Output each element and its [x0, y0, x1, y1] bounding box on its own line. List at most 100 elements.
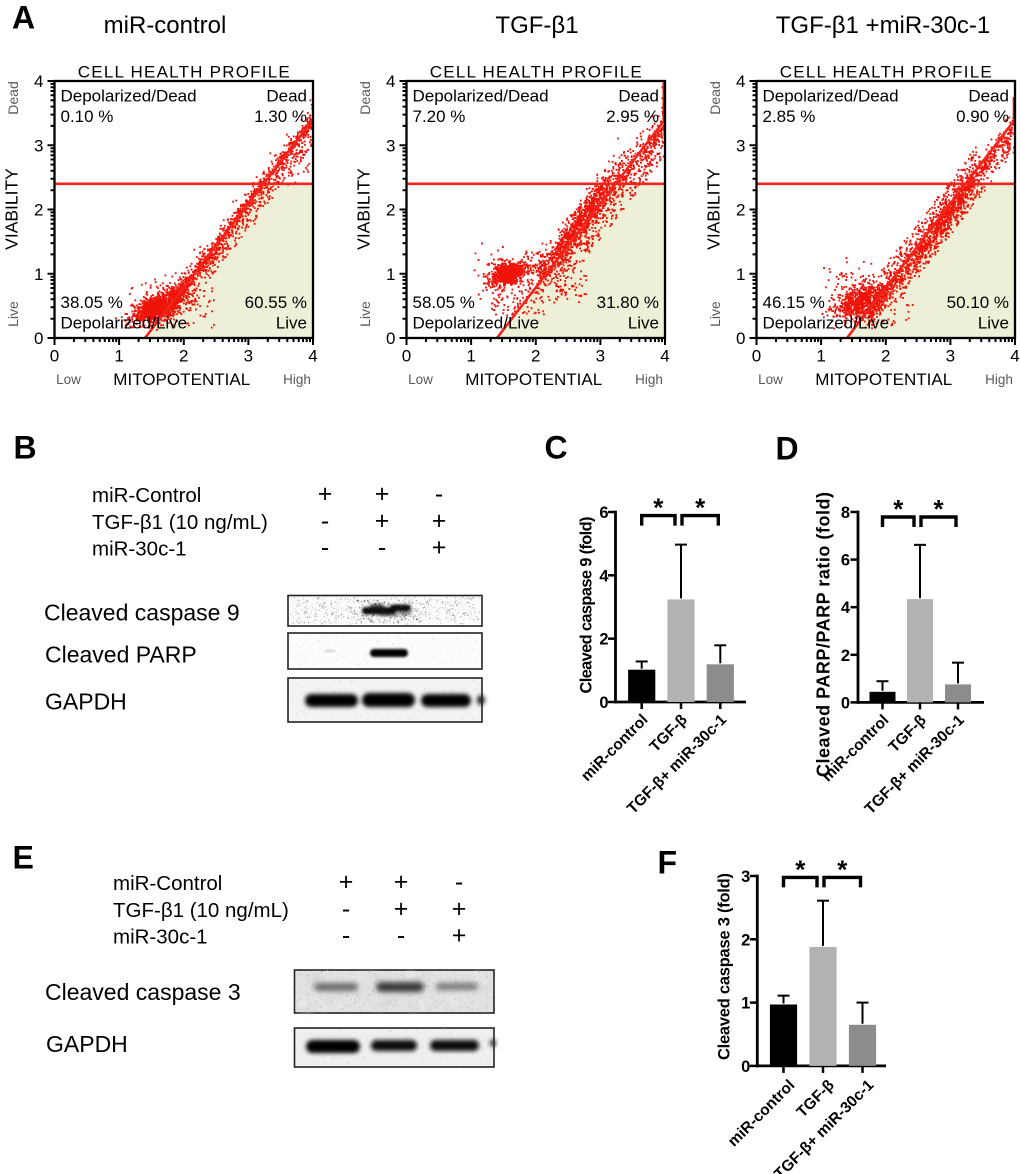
svg-text:A: A	[12, 0, 35, 35]
svg-text:7.20 %: 7.20 %	[413, 107, 466, 126]
svg-text:3: 3	[244, 347, 253, 366]
svg-text:+: +	[394, 868, 409, 896]
svg-text:1: 1	[114, 347, 123, 366]
svg-text:Low: Low	[758, 372, 783, 387]
svg-text:TGF-β1 +miR-30c-1: TGF-β1 +miR-30c-1	[776, 12, 991, 39]
svg-text:GAPDH: GAPDH	[45, 689, 127, 715]
svg-text:Depolarized/Dead: Depolarized/Dead	[763, 87, 899, 106]
svg-text:TGF-β1 (10 ng/mL): TGF-β1 (10 ng/mL)	[92, 511, 268, 534]
svg-text:38.05 %: 38.05 %	[61, 293, 123, 312]
svg-text:+: +	[432, 507, 447, 535]
svg-text:-: -	[397, 922, 405, 950]
svg-text:31.80 %: 31.80 %	[597, 293, 659, 312]
svg-text:0.90 %: 0.90 %	[956, 107, 1009, 126]
svg-text:0: 0	[386, 329, 395, 348]
svg-text:Live: Live	[707, 301, 723, 327]
svg-text:Cleaved PARP: Cleaved PARP	[45, 642, 197, 668]
svg-text:-: -	[455, 868, 463, 896]
svg-text:4: 4	[308, 347, 317, 366]
svg-text:3: 3	[596, 347, 605, 366]
svg-text:Cleaved caspase 3: Cleaved caspase 3	[45, 979, 241, 1005]
svg-text:Depolarized/Live: Depolarized/Live	[763, 314, 890, 333]
svg-text:4: 4	[736, 72, 745, 91]
svg-text:1: 1	[34, 265, 43, 284]
svg-text:50.10 %: 50.10 %	[947, 293, 1009, 312]
svg-text:B: B	[14, 429, 37, 465]
svg-text:0: 0	[599, 694, 608, 712]
svg-text:Dead: Dead	[357, 81, 373, 114]
svg-text:*: *	[795, 854, 806, 884]
svg-text:VIABILITY: VIABILITY	[704, 168, 724, 250]
svg-text:0: 0	[34, 329, 43, 348]
svg-text:*: *	[933, 494, 944, 524]
svg-text:E: E	[13, 839, 34, 875]
svg-text:4: 4	[660, 347, 669, 366]
svg-text:6: 6	[599, 504, 608, 522]
svg-text:Low: Low	[408, 372, 433, 387]
svg-text:3: 3	[946, 347, 955, 366]
svg-text:1: 1	[736, 265, 745, 284]
svg-text:+: +	[339, 868, 354, 896]
svg-text:TGF-β1: TGF-β1	[495, 12, 578, 39]
svg-text:MITOPOTENTIAL: MITOPOTENTIAL	[815, 370, 952, 389]
svg-text:miR-30c-1: miR-30c-1	[92, 538, 187, 561]
svg-text:Depolarized/Live: Depolarized/Live	[61, 314, 188, 333]
svg-text:-: -	[342, 895, 350, 923]
svg-text:2: 2	[531, 347, 540, 366]
svg-text:*: *	[653, 493, 664, 523]
svg-text:+: +	[318, 480, 333, 508]
svg-text:CELL HEALTH PROFILE: CELL HEALTH PROFILE	[78, 63, 290, 82]
svg-text:MITOPOTENTIAL: MITOPOTENTIAL	[113, 370, 250, 389]
svg-text:2.85 %: 2.85 %	[763, 107, 816, 126]
svg-text:Dead: Dead	[618, 87, 659, 106]
svg-text:Depolarized/Live: Depolarized/Live	[413, 314, 540, 333]
svg-text:+: +	[375, 480, 390, 508]
svg-text:3: 3	[386, 136, 395, 155]
svg-text:C: C	[545, 429, 568, 465]
svg-text:60.55 %: 60.55 %	[245, 293, 307, 312]
svg-text:GAPDH: GAPDH	[46, 1031, 128, 1057]
svg-text:0: 0	[736, 329, 745, 348]
svg-text:Depolarized/Dead: Depolarized/Dead	[413, 87, 549, 106]
svg-text:F: F	[658, 844, 678, 880]
svg-text:-: -	[321, 534, 329, 562]
svg-text:4: 4	[841, 599, 851, 617]
svg-text:2: 2	[179, 347, 188, 366]
svg-text:D: D	[776, 430, 799, 466]
svg-text:2: 2	[841, 647, 850, 665]
svg-text:*: *	[695, 493, 706, 523]
svg-text:4: 4	[34, 72, 43, 91]
svg-text:0: 0	[841, 694, 850, 712]
svg-text:miR-Control: miR-Control	[92, 484, 201, 507]
svg-text:1.30 %: 1.30 %	[254, 107, 307, 126]
svg-text:0: 0	[752, 347, 761, 366]
svg-text:VIABILITY: VIABILITY	[354, 168, 374, 250]
svg-text:Dead: Dead	[968, 87, 1009, 106]
svg-text:58.05 %: 58.05 %	[413, 293, 475, 312]
svg-text:4: 4	[386, 72, 395, 91]
svg-text:High: High	[283, 372, 311, 387]
svg-text:miR-30c-1: miR-30c-1	[113, 926, 208, 949]
svg-text:1: 1	[816, 347, 825, 366]
svg-text:3: 3	[736, 136, 745, 155]
svg-text:0: 0	[402, 347, 411, 366]
svg-text:High: High	[985, 372, 1013, 387]
svg-text:2: 2	[34, 201, 43, 220]
svg-text:4: 4	[599, 567, 609, 585]
svg-text:Low: Low	[56, 372, 81, 387]
svg-text:+: +	[452, 922, 467, 950]
svg-text:3: 3	[34, 136, 43, 155]
svg-text:Live: Live	[357, 301, 373, 327]
svg-text:6: 6	[841, 552, 850, 570]
svg-text:-: -	[435, 480, 443, 508]
svg-text:1: 1	[741, 995, 750, 1013]
svg-text:-: -	[378, 534, 386, 562]
svg-text:CELL HEALTH PROFILE: CELL HEALTH PROFILE	[430, 63, 642, 82]
svg-text:Dead: Dead	[266, 87, 307, 106]
svg-text:Dead: Dead	[707, 81, 723, 114]
svg-text:Live: Live	[978, 314, 1009, 333]
svg-text:Cleaved caspase 9 (fold): Cleaved caspase 9 (fold)	[578, 517, 596, 694]
svg-text:0.10 %: 0.10 %	[61, 107, 114, 126]
svg-text:*: *	[837, 854, 848, 884]
svg-text:Live: Live	[276, 314, 307, 333]
